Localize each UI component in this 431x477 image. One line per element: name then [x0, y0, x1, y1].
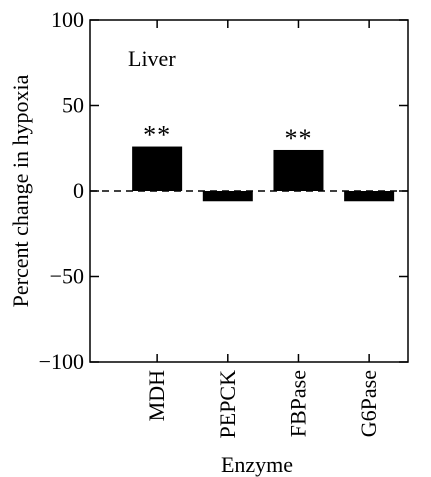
x-tick-label: G6Pase: [356, 370, 381, 437]
bar-pepck: [202, 191, 253, 202]
x-axis-title: Enzyme: [221, 452, 293, 477]
y-tick-label: 50: [62, 93, 84, 118]
y-tick-label: −100: [39, 349, 84, 374]
significance-label: **: [284, 124, 312, 153]
bar-mdh: [132, 146, 183, 191]
y-tick-label: −50: [50, 264, 84, 289]
bar-g6pase: [344, 191, 395, 202]
panel-label: Liver: [128, 46, 176, 71]
plot-area: 100 50 0 −50 −100 MDH ** PEPCK FBPase ** G6Pase: [39, 7, 409, 439]
bar-fbpase: [273, 149, 324, 191]
y-axis-title: Percent change in hypoxia: [8, 74, 33, 307]
significance-label: **: [143, 121, 171, 150]
x-tick-label: MDH: [144, 370, 169, 421]
x-tick-label: FBPase: [285, 370, 310, 437]
x-tick-label: PEPCK: [215, 370, 240, 439]
y-tick-label: 100: [51, 7, 84, 32]
y-tick-label: 0: [73, 178, 84, 203]
